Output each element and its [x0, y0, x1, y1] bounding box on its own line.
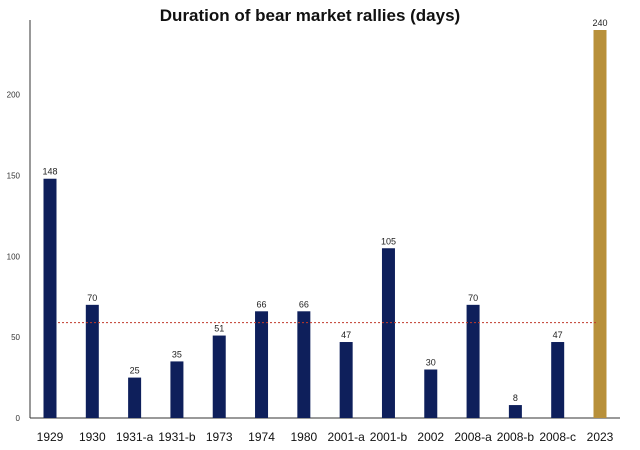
data-label: 66 [299, 299, 309, 309]
data-label: 148 [42, 167, 57, 177]
chart-title: Duration of bear market rallies (days) [159, 6, 461, 25]
data-label: 66 [257, 299, 267, 309]
data-label: 105 [381, 236, 396, 246]
bar [424, 369, 438, 418]
bar [551, 342, 565, 418]
bar [508, 405, 522, 418]
bar [255, 311, 269, 418]
x-tick-label: 1931-b [158, 430, 196, 444]
data-label: 70 [468, 293, 478, 303]
x-tick-label: 2008-a [454, 430, 492, 444]
data-label: 30 [426, 358, 436, 368]
data-label: 47 [553, 330, 563, 340]
data-label: 70 [87, 293, 97, 303]
bar [212, 335, 226, 418]
data-label: 25 [130, 366, 140, 376]
data-label: 47 [341, 330, 351, 340]
data-label: 8 [513, 393, 518, 403]
x-tick-label: 2023 [587, 430, 614, 444]
x-tick-label: 2002 [417, 430, 444, 444]
bar [381, 248, 395, 418]
x-tick-label: 2008-b [497, 430, 535, 444]
data-label: 51 [214, 324, 224, 334]
y-tick-label: 200 [7, 91, 21, 100]
data-label: 35 [172, 349, 182, 359]
x-tick-label: 1931-a [116, 430, 154, 444]
bar [85, 304, 99, 418]
bar [297, 311, 311, 418]
x-tick-label: 2001-b [370, 430, 408, 444]
x-tick-label: 1930 [79, 430, 106, 444]
bar [128, 377, 142, 418]
data-label: 240 [592, 18, 607, 28]
bar [593, 30, 607, 418]
bar [339, 342, 353, 418]
x-tick-label: 1980 [290, 430, 317, 444]
x-tick-label: 1974 [248, 430, 275, 444]
bar [43, 178, 57, 418]
y-tick-label: 0 [16, 414, 21, 423]
x-tick-label: 1929 [37, 430, 64, 444]
bar [466, 304, 480, 418]
x-tick-label: 1973 [206, 430, 233, 444]
y-tick-label: 150 [7, 172, 21, 181]
x-tick-label: 2008-c [539, 430, 576, 444]
bar [170, 361, 184, 418]
y-tick-label: 100 [7, 252, 21, 261]
x-tick-label: 2001-a [327, 430, 365, 444]
y-tick-label: 50 [11, 333, 20, 342]
